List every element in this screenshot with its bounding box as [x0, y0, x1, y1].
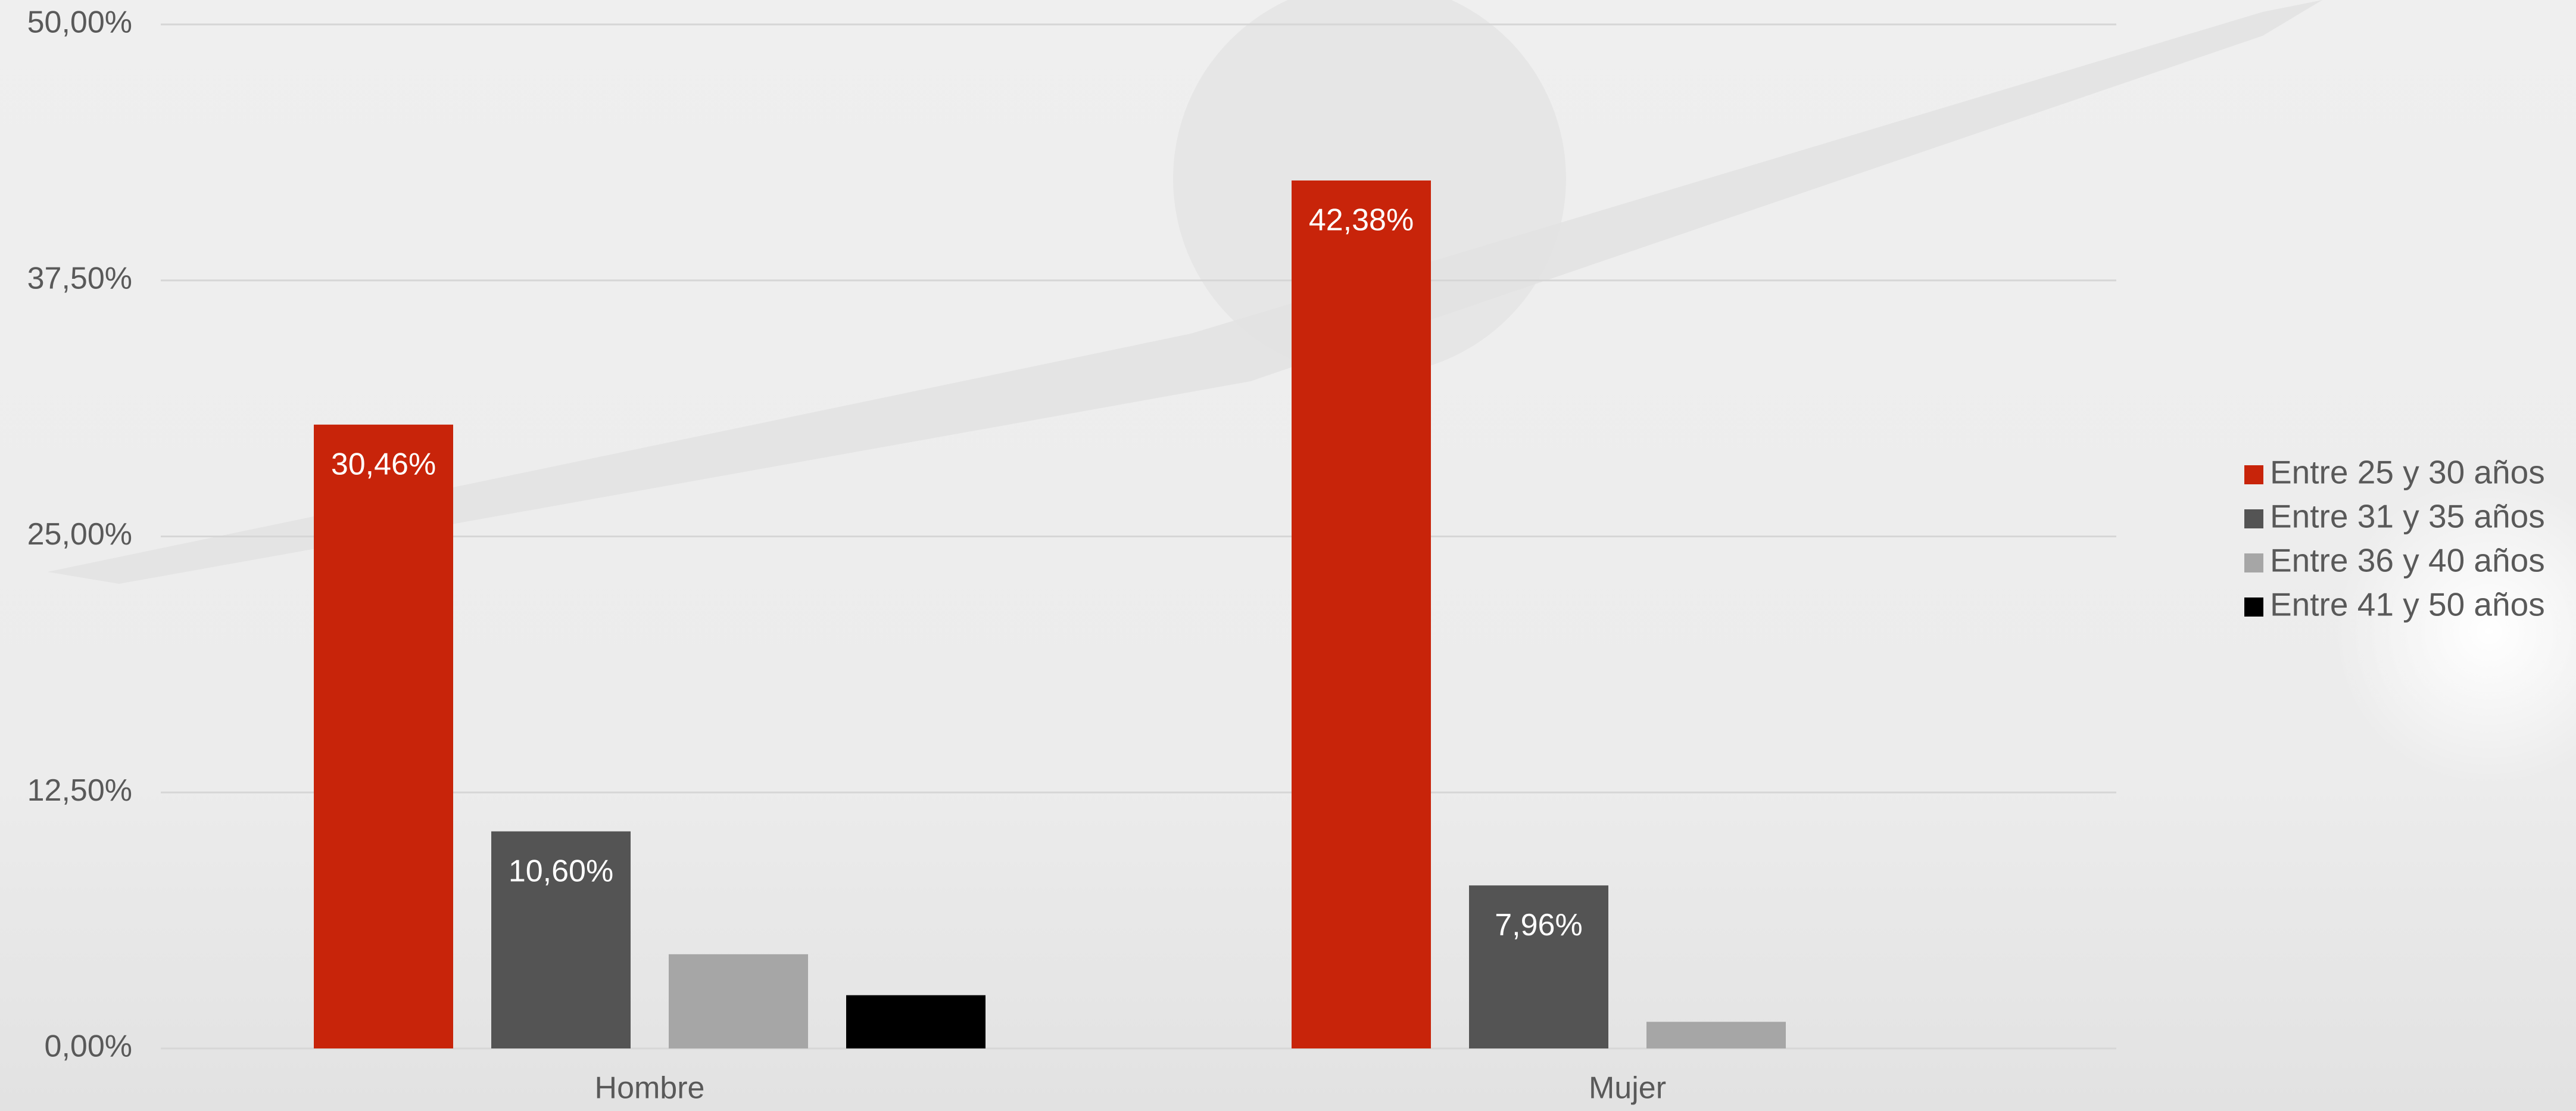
bar: [846, 995, 986, 1048]
bar: [1646, 1022, 1786, 1048]
y-tick-label: 37,50%: [27, 261, 132, 295]
legend-swatch: [2244, 553, 2263, 572]
data-label: 30,46%: [331, 447, 436, 482]
y-tick-label: 25,00%: [27, 517, 132, 552]
legend-label: Entre 36 y 40 años: [2270, 542, 2545, 579]
legend-label: Entre 41 y 50 años: [2270, 586, 2545, 623]
data-label: 7,96%: [1495, 908, 1582, 942]
legend-swatch: [2244, 465, 2263, 484]
bar: [1469, 885, 1608, 1048]
data-label: 42,38%: [1309, 203, 1414, 238]
y-tick-label: 0,00%: [45, 1029, 132, 1064]
legend-label: Entre 25 y 30 años: [2270, 454, 2545, 491]
bar: [669, 954, 808, 1048]
legend-swatch: [2244, 597, 2263, 617]
x-tick-label: Hombre: [595, 1071, 705, 1106]
bar: [1292, 180, 1431, 1048]
x-tick-label: Mujer: [1589, 1071, 1666, 1106]
background-glow: [2334, 477, 2576, 786]
bar: [314, 424, 453, 1049]
legend-swatch: [2244, 509, 2263, 528]
y-tick-label: 12,50%: [27, 773, 132, 808]
data-label: 10,60%: [509, 854, 613, 888]
background-plane: [48, 0, 2322, 584]
y-tick-label: 50,00%: [27, 5, 132, 40]
legend-label: Entre 31 y 35 años: [2270, 498, 2545, 535]
bar: [491, 831, 631, 1048]
